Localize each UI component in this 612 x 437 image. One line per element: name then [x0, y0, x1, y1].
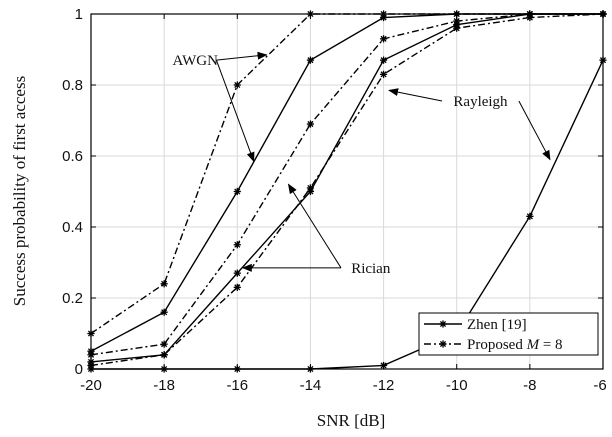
- annotation-awgn: AWGN: [172, 51, 268, 163]
- legend-box: [418, 312, 599, 356]
- legend-marks: [424, 320, 462, 348]
- legend-label-proposed-var: M: [526, 337, 541, 353]
- series-proposed-rician-line: [90, 13, 603, 356]
- legend-label-proposed-suffix: = 8: [539, 337, 562, 353]
- data-point: [453, 24, 461, 32]
- annotation-rician: Rician: [241, 183, 391, 277]
- annotation-arrow: [388, 88, 443, 102]
- data-point: [306, 56, 315, 64]
- data-point: [526, 212, 534, 220]
- annotation-arrow: [518, 100, 551, 161]
- annotation-label: Rician: [351, 261, 391, 277]
- data-point: [160, 351, 168, 359]
- x-tick-label: -14: [300, 377, 322, 394]
- x-tick-label: -16: [226, 377, 248, 394]
- data-point: [160, 308, 168, 316]
- data-point: [379, 70, 388, 78]
- data-point: [233, 241, 241, 249]
- series-zhen-19-awgn-line: [90, 13, 603, 352]
- series-zhen-19-rician-line: [90, 13, 603, 363]
- annotations: AWGN Rayleigh Rician: [172, 51, 551, 277]
- y-tick-label: 0.8: [62, 77, 83, 94]
- annotation-label: Rayleigh: [453, 94, 508, 110]
- annotation-arrow: [215, 59, 255, 163]
- y-tick-label: 0.2: [62, 290, 83, 307]
- series-zhen-19-awgn: [87, 10, 607, 355]
- series-proposed-awgn-line: [90, 13, 603, 335]
- legend-mark-zhen: [424, 320, 462, 328]
- plot-frame: [90, 13, 604, 370]
- data-point: [306, 184, 315, 192]
- x-tick-label: -8: [523, 377, 536, 394]
- y-tick-label: 0: [75, 361, 83, 378]
- y-tick-label: 1: [75, 6, 83, 23]
- legend-label-proposed: Proposed M = 8: [467, 337, 563, 353]
- legend-marker: [439, 320, 447, 328]
- y-tick-label: 0.6: [62, 148, 83, 165]
- axes: -20 -18 -16 -14 -12 -10 -8 -6 0 0.2 0.4 0.6 0.8 1: [62, 6, 607, 394]
- annotation-arrow: [216, 51, 268, 61]
- data-point: [160, 340, 168, 348]
- annotation-arrow: [287, 183, 342, 269]
- series-proposed-awgn: [87, 10, 607, 338]
- y-axis-title: Success probability of first access: [10, 76, 29, 306]
- data-point: [233, 269, 241, 277]
- x-tick-label: -10: [446, 377, 468, 394]
- data-point: [379, 35, 388, 43]
- x-tick-label: -6: [593, 377, 606, 394]
- annotation-rayleigh: Rayleigh: [388, 88, 551, 161]
- series-proposed-rayleigh-line: [90, 13, 604, 367]
- data-point: [233, 283, 241, 291]
- legend-label-zhen: Zhen [19]: [467, 317, 527, 333]
- legend-mark-proposed: [424, 340, 462, 348]
- data-point: [233, 187, 241, 196]
- legend-label-proposed-prefix: Proposed: [467, 337, 527, 353]
- data-point: [306, 120, 315, 128]
- x-tick-label: -20: [80, 377, 102, 394]
- x-tick-label: -18: [153, 377, 175, 394]
- annotation-label: AWGN: [172, 53, 218, 69]
- series-proposed-rician: [87, 10, 607, 359]
- x-tick-label: -12: [373, 377, 395, 394]
- legend: Zhen [19] Proposed M = 8: [418, 312, 599, 356]
- x-axis-title: SNR [dB]: [317, 411, 385, 430]
- data-point: [160, 280, 168, 288]
- y-tick-label: 0.4: [62, 219, 83, 236]
- data-point: [379, 56, 388, 64]
- legend-marker: [439, 340, 447, 348]
- data-point: [233, 81, 241, 89]
